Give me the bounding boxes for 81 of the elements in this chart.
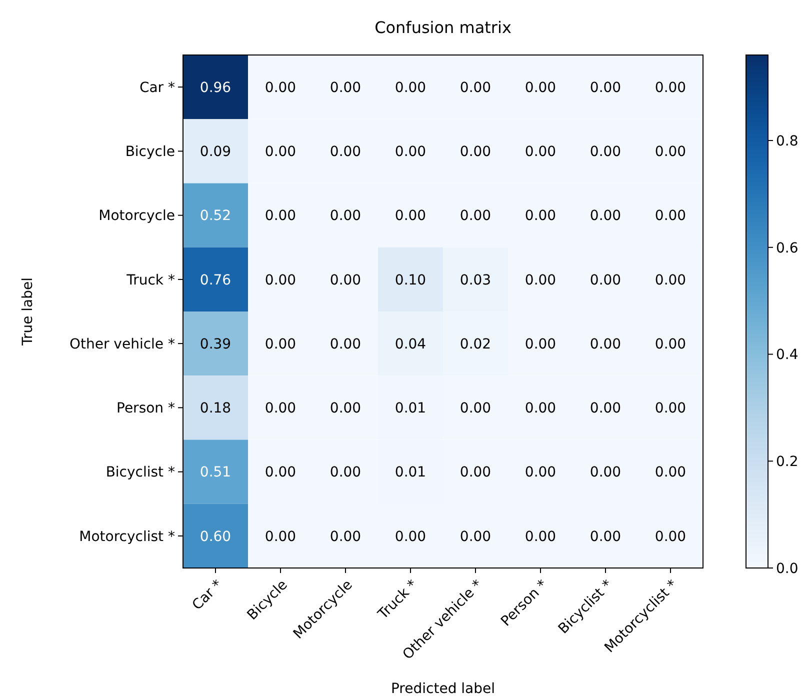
data-label: 0.00 (524, 272, 556, 288)
data-label: 0.00 (654, 336, 686, 352)
data-label: 0.00 (460, 528, 492, 545)
data-label: 0.00 (460, 464, 492, 481)
data-label: 0.00 (590, 208, 622, 224)
data-label: 0.00 (524, 208, 556, 224)
data-label: 0.01 (394, 400, 426, 417)
data-label: 0.00 (264, 272, 296, 288)
data-label: 0.00 (524, 144, 556, 160)
data-label: 0.00 (524, 336, 556, 352)
data-label: 0.00 (264, 400, 296, 417)
data-label: 0.00 (330, 336, 362, 352)
y-tick-label: Truck * (126, 272, 175, 288)
y-tick-label: Other vehicle * (69, 336, 175, 352)
data-label: 0.00 (590, 272, 622, 288)
data-label: 0.00 (264, 80, 296, 96)
data-label: 0.76 (200, 272, 232, 288)
data-label: 0.09 (200, 144, 232, 160)
color-bar-label: 0.4 (776, 347, 798, 364)
data-label: 0.00 (654, 144, 686, 160)
data-label: 0.00 (654, 464, 686, 481)
data-label: 0.00 (590, 528, 622, 545)
data-label: 0.00 (330, 272, 362, 288)
y-tick-label: Motorcycle (98, 208, 175, 224)
color-bar-label: 0.2 (776, 454, 798, 470)
chart-title: Confusion matrix (374, 18, 512, 37)
color-bar-label: 0.8 (776, 133, 798, 150)
data-label: 0.52 (200, 208, 232, 224)
data-label: 0.00 (460, 144, 492, 160)
data-label: 0.00 (394, 80, 426, 96)
data-label: 0.00 (590, 80, 622, 96)
data-label: 0.00 (460, 80, 492, 96)
data-label: 0.00 (654, 528, 686, 545)
y-axis-title: True label (20, 277, 36, 347)
y-tick-label: Car * (139, 80, 175, 96)
color-bar-label: 0.6 (776, 240, 798, 256)
data-label: 0.02 (460, 336, 492, 352)
data-label: 0.00 (330, 400, 362, 417)
data-label: 0.60 (200, 528, 232, 545)
data-label: 0.51 (200, 464, 232, 481)
data-label: 0.00 (330, 80, 362, 96)
data-label: 0.00 (590, 464, 622, 481)
data-label: 0.01 (394, 464, 426, 481)
data-label: 0.04 (394, 336, 426, 352)
data-label: 0.00 (654, 208, 686, 224)
x-axis-title: Predicted label (390, 681, 496, 697)
data-label: 0.00 (524, 464, 556, 481)
data-label: 0.00 (264, 528, 296, 545)
data-label: 0.00 (330, 208, 362, 224)
x-tick-label: Car * (189, 576, 226, 614)
data-label: 0.00 (330, 528, 362, 545)
data-label: 0.00 (264, 336, 296, 352)
data-label: 0.00 (590, 144, 622, 160)
data-label: 0.00 (264, 144, 296, 160)
data-label: 0.00 (654, 272, 686, 288)
data-label: 0.00 (394, 528, 426, 545)
data-label: 0.00 (264, 208, 296, 224)
data-label: 0.00 (460, 400, 492, 417)
color-bar-label: 0.0 (776, 560, 798, 577)
data-label: 0.00 (524, 528, 556, 545)
data-label: 0.00 (524, 400, 556, 417)
y-tick-label: Person * (116, 400, 175, 417)
y-tick-label: Bicycle (125, 144, 175, 160)
data-label: 0.00 (654, 80, 686, 96)
data-label: 0.10 (394, 272, 426, 288)
data-label: 0.00 (330, 464, 362, 481)
data-label: 0.00 (330, 144, 362, 160)
data-label: 0.00 (590, 336, 622, 352)
data-label: 0.00 (460, 208, 492, 224)
data-label: 0.00 (654, 400, 686, 417)
data-label: 0.39 (200, 336, 232, 352)
data-label: 0.96 (200, 80, 232, 96)
y-tick-label: Motorcyclist * (79, 528, 175, 545)
data-label: 0.03 (460, 272, 492, 288)
data-label: 0.18 (200, 400, 232, 417)
data-label: 0.00 (394, 144, 426, 160)
data-label: 0.00 (524, 80, 556, 96)
y-tick-label: Bicyclist * (106, 464, 175, 481)
data-label: 0.00 (394, 208, 426, 224)
data-label: 0.00 (264, 464, 296, 481)
data-label: 0.00 (590, 400, 622, 417)
